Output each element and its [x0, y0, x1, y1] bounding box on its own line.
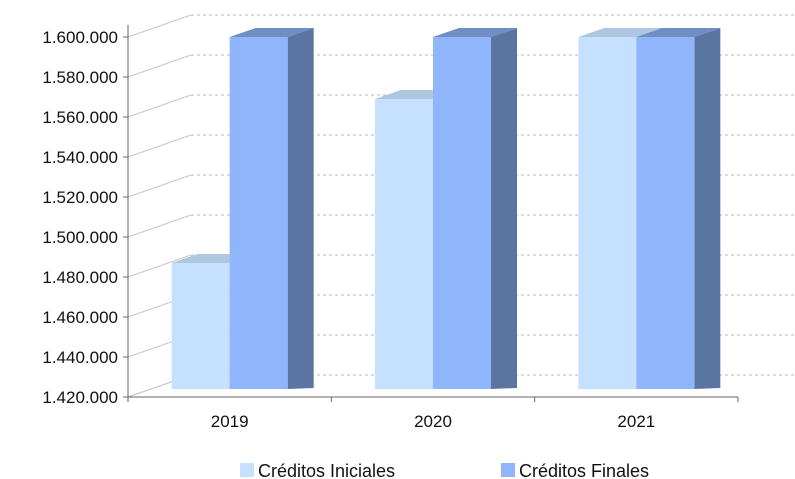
gridline-side [128, 95, 191, 117]
bar-front [230, 37, 288, 389]
legend-swatch [240, 463, 254, 477]
gridline-side [128, 175, 191, 197]
bars [172, 28, 721, 389]
x-tick-label: 2019 [211, 412, 249, 431]
y-tick-label: 1.560.000 [42, 108, 118, 127]
bar-side [694, 28, 720, 389]
bar-front [433, 37, 491, 389]
gridline-side [128, 55, 191, 77]
x-tick-label: 2020 [414, 412, 452, 431]
legend-swatch [501, 463, 515, 477]
y-tick-label: 1.480.000 [42, 268, 118, 287]
bar-front [578, 37, 636, 389]
bar-front [172, 263, 230, 389]
y-tick-label: 1.580.000 [42, 68, 118, 87]
y-tick-label: 1.520.000 [42, 188, 118, 207]
gridline-side [128, 135, 191, 157]
legend-item: Créditos Finales [501, 461, 649, 479]
legend-label: Créditos Iniciales [258, 461, 395, 479]
y-tick-label: 1.440.000 [42, 348, 118, 367]
legend-item: Créditos Iniciales [240, 461, 395, 479]
y-tick-label: 1.420.000 [42, 388, 118, 407]
bar-front [636, 37, 694, 389]
y-tick-label: 1.600.000 [42, 28, 118, 47]
bar-2021-finales [636, 28, 720, 389]
y-axis-tick-labels: 1.420.000 1.440.000 1.460.000 1.480.000 1.50… [42, 28, 118, 407]
y-tick-label: 1.540.000 [42, 148, 118, 167]
y-tick-label: 1.460.000 [42, 308, 118, 327]
legend-label: Créditos Finales [519, 461, 649, 479]
bar-2019-finales [230, 28, 314, 389]
bar-side [491, 28, 517, 389]
legend: Créditos Iniciales Créditos Finales [240, 461, 649, 479]
gridline-side [128, 15, 191, 37]
bar-side [288, 28, 314, 389]
bar-front [375, 99, 433, 389]
bar-2020-finales [433, 28, 517, 389]
y-tick-label: 1.500.000 [42, 228, 118, 247]
x-axis-tick-labels: 2019 2020 2021 [211, 412, 655, 431]
x-tick-label: 2021 [617, 412, 655, 431]
gridline-side [128, 215, 191, 237]
